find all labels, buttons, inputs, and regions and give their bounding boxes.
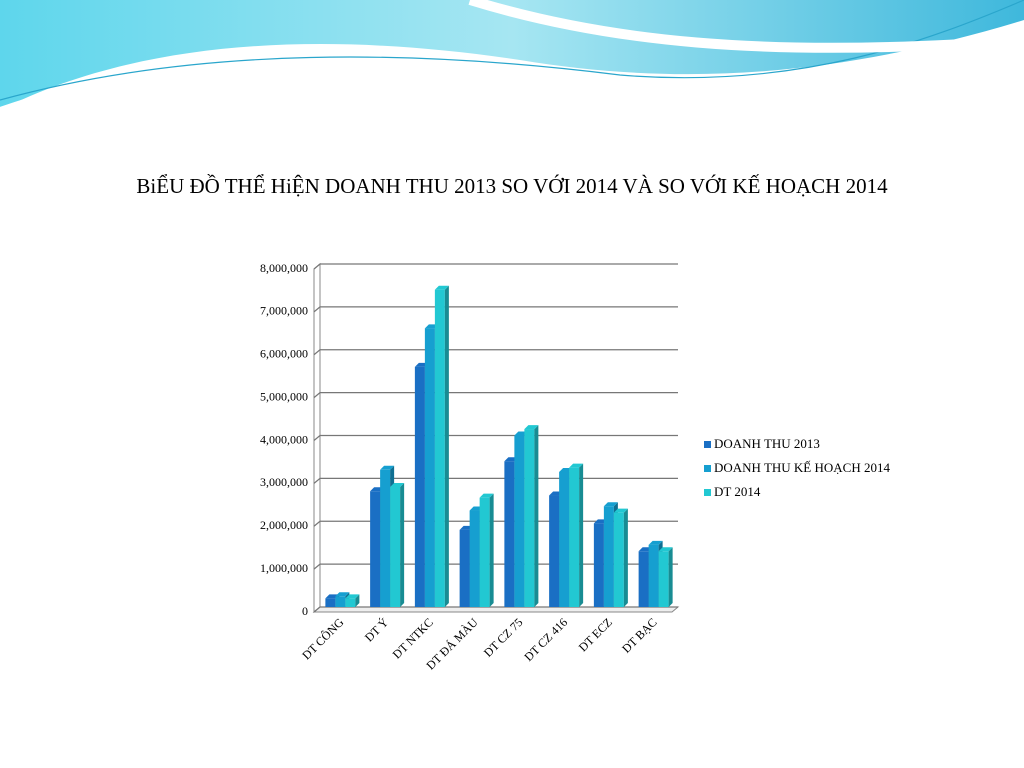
bar-top: [613, 508, 628, 513]
bar: [658, 547, 673, 607]
bar: [479, 493, 494, 607]
bar-front: [469, 510, 480, 607]
bar-front: [658, 551, 669, 607]
bar-front: [459, 529, 470, 607]
y-tick-label: 5,000,000: [260, 389, 308, 403]
bar-front: [434, 289, 445, 607]
bar-top: [345, 594, 360, 599]
x-tick-label: DT ECZ: [576, 615, 615, 654]
bar-front: [370, 491, 381, 607]
bar-side: [355, 594, 360, 607]
bar-side: [579, 463, 584, 607]
bar-top: [335, 592, 350, 597]
bar-side: [489, 493, 494, 607]
bar-side: [400, 482, 405, 607]
bar: [524, 425, 539, 607]
y-tick-label: 0: [302, 604, 308, 618]
bar: [613, 508, 628, 607]
grid-line: [313, 434, 678, 441]
y-tick-label: 1,000,000: [260, 561, 308, 575]
x-tick-label: DT CÔNG: [299, 615, 346, 662]
bar-front: [613, 512, 624, 607]
y-tick-label: 8,000,000: [260, 261, 308, 275]
bar-top: [380, 465, 395, 470]
bar-front: [514, 435, 525, 607]
bar-front: [569, 467, 580, 607]
bar-front: [380, 469, 391, 607]
bar-top: [603, 502, 618, 507]
x-tick-label: DT NTKC: [390, 615, 436, 661]
bar-front: [524, 429, 535, 607]
bar-front: [335, 596, 346, 607]
y-tick-label: 7,000,000: [260, 304, 308, 318]
bar: [434, 285, 449, 607]
bar-front: [648, 544, 659, 607]
grid-line: [313, 349, 678, 356]
grid-line: [313, 477, 678, 484]
bar: [390, 482, 405, 607]
bar-top: [524, 425, 539, 430]
bar-front: [593, 523, 604, 607]
x-tick-label: DT BẠC: [619, 615, 660, 656]
legend-swatch: [704, 465, 711, 472]
bar-front: [638, 551, 649, 607]
bar-front: [414, 366, 425, 607]
bar-front: [424, 328, 435, 607]
x-tick-label: DT CZ 416: [521, 615, 570, 664]
bar-front: [549, 495, 560, 607]
bar-front: [345, 598, 356, 607]
bar-side: [668, 547, 673, 607]
legend-label: DOANH THU 2013: [714, 436, 820, 451]
bar-front: [390, 486, 401, 607]
bar-top: [479, 493, 494, 498]
bar-front: [603, 506, 614, 607]
bar-front: [559, 471, 570, 607]
bar-side: [534, 425, 539, 607]
legend-label: DT 2014: [714, 484, 761, 499]
bar-side: [623, 508, 628, 607]
bar: [345, 594, 360, 607]
grid-line: [313, 392, 678, 399]
bar-front: [479, 497, 490, 607]
bar-front: [504, 461, 515, 607]
y-tick-label: 6,000,000: [260, 347, 308, 361]
legend-swatch: [704, 489, 711, 496]
legend-label: DOANH THU KẾ HOẠCH 2014: [714, 460, 890, 475]
bar-front: [325, 598, 336, 607]
y-tick-label: 4,000,000: [260, 432, 308, 446]
plot-floor: [312, 606, 680, 613]
bar-side: [444, 285, 449, 607]
header-wave: [0, 0, 1024, 113]
y-tick-label: 2,000,000: [260, 518, 308, 532]
bar-top: [434, 285, 449, 290]
bar-top: [658, 547, 673, 552]
bar: [569, 463, 584, 607]
x-tick-label: DT CZ 75: [481, 615, 526, 660]
chart-title: BiỂU ĐỒ THỂ HiỆN DOANH THU 2013 SO VỚI 2…: [136, 174, 888, 198]
grid-line: [313, 306, 678, 313]
grid-line: [313, 263, 678, 270]
y-tick-label: 3,000,000: [260, 475, 308, 489]
bar-top: [648, 540, 663, 545]
x-tick-label: DT Ý: [362, 615, 392, 645]
bar-top: [390, 482, 405, 487]
bar-top: [569, 463, 584, 468]
legend-swatch: [704, 441, 711, 448]
